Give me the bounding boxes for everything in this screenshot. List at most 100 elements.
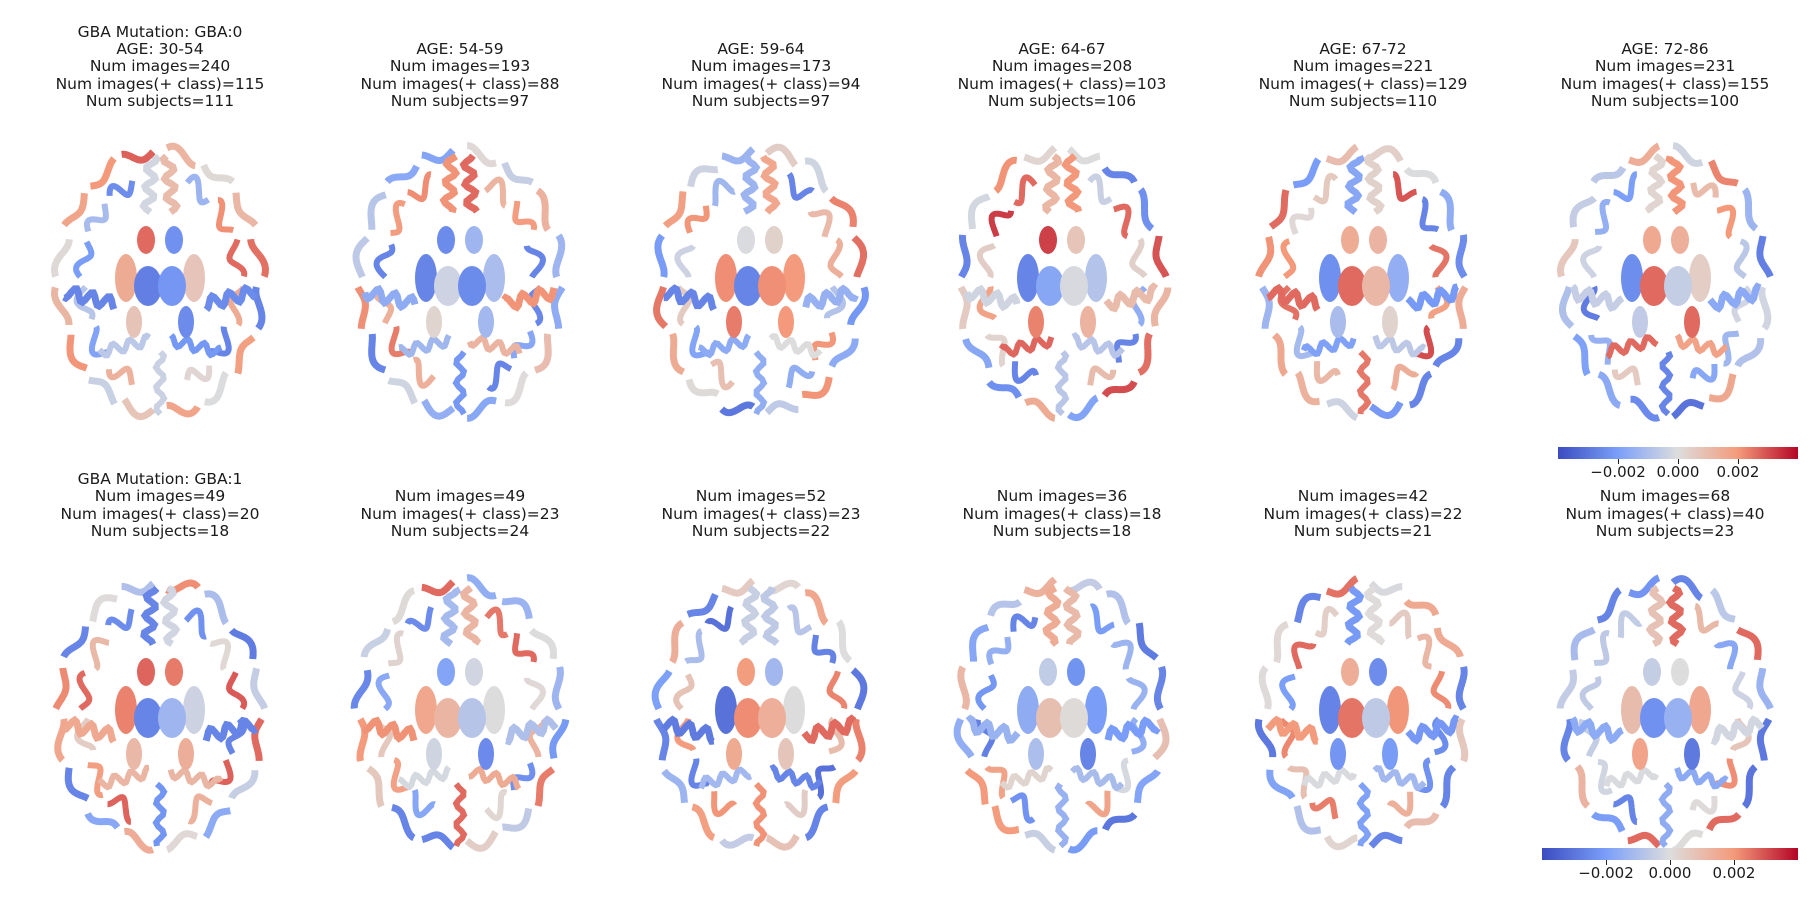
brain-region-11	[74, 716, 97, 753]
brain-region-39	[1387, 686, 1409, 734]
brain-region-42	[1658, 781, 1674, 849]
panel-r2-c3: Num images=52 Num images(+ class)=23 Num s…	[611, 0, 911, 900]
brain-region-31	[1733, 238, 1750, 280]
brain-region-0	[419, 147, 456, 164]
brain-region-30	[1109, 639, 1134, 672]
brain-region-7	[1323, 834, 1360, 851]
caption-line: Num subjects=24	[390, 521, 530, 540]
caption-line: AGE: 72-86	[1621, 40, 1709, 59]
brain-region-17	[137, 658, 155, 686]
panel-r2-c4: Num images=36 Num images(+ class)=18 Num s…	[912, 0, 1212, 900]
brain-region-39	[183, 686, 205, 734]
brain-region-22	[1707, 158, 1741, 187]
brain-region-39	[483, 686, 505, 734]
brain-region-19	[1338, 698, 1366, 738]
brain-region-25	[852, 716, 866, 763]
brain-region-20	[126, 306, 142, 338]
brain-region-24	[250, 666, 268, 712]
colorbar-top: −0.002 0.000 0.002	[1558, 447, 1798, 483]
brain-region-38	[465, 658, 483, 686]
brain-region-8	[711, 177, 738, 209]
brain-region-13	[1309, 797, 1339, 821]
brain-region-39	[1085, 686, 1107, 734]
brain-region-40	[1362, 698, 1390, 738]
brain-region-30	[1415, 633, 1434, 670]
brain-region-33	[811, 330, 836, 362]
brain-region-30	[208, 638, 231, 672]
colorbar-bottom: −0.002 0.000 0.002	[1542, 848, 1798, 884]
brain-region-8	[105, 607, 135, 631]
brain-region-38	[165, 226, 183, 254]
brain-region-15	[1603, 766, 1660, 789]
colorbar-tick	[1734, 860, 1735, 865]
brain-region-9	[1291, 641, 1317, 671]
brain-region-22	[1101, 165, 1138, 185]
brain-region-27	[799, 374, 833, 399]
brain-region-20	[1330, 738, 1346, 770]
brain-region-35	[203, 283, 258, 312]
colorbar-tick	[1606, 860, 1607, 865]
brain-region-21	[1368, 580, 1405, 596]
brain-region-9	[683, 628, 705, 665]
brain-region-18	[1621, 686, 1643, 734]
brain-region-38	[1369, 658, 1387, 686]
brain-region-17	[1341, 226, 1359, 254]
brain-region-0	[1626, 142, 1662, 166]
panel-r2-c6: Num images=68 Num images(+ class)=40 Num s…	[1515, 0, 1815, 900]
brain-region-19	[734, 698, 762, 738]
brain-region-2	[1569, 195, 1598, 230]
brain-slice-heatmap	[1255, 143, 1469, 422]
brain-region-21	[164, 142, 198, 170]
brain-region-12	[689, 324, 712, 359]
brain-region-20	[1028, 738, 1044, 770]
brain-region-23	[1433, 625, 1464, 660]
brain-region-34	[785, 364, 816, 390]
brain-region-18	[115, 254, 137, 302]
brain-region-3	[52, 665, 70, 712]
brain-region-31	[827, 237, 844, 279]
brain-region-5	[1571, 333, 1591, 378]
brain-region-1	[87, 155, 117, 190]
brain-region-39	[1689, 686, 1711, 734]
brain-region-42	[1356, 781, 1372, 847]
brain-region-3	[958, 232, 971, 280]
brain-slice-heatmap	[953, 576, 1170, 854]
caption-line: Num images(+ class)=129	[1258, 74, 1468, 93]
colorbar-tick-label: 0.000	[1648, 864, 1692, 882]
brain-region-3	[350, 667, 372, 711]
brain-region-34	[782, 788, 809, 818]
brain-region-4	[1559, 284, 1575, 330]
brain-region-20	[1028, 306, 1044, 338]
panel-caption: GBA Mutation: GBA:0 AGE: 30-54 Num images=…	[10, 23, 310, 110]
brain-region-34	[184, 364, 213, 383]
brain-region-4	[653, 284, 669, 330]
caption-line: AGE: 59-64	[717, 40, 805, 59]
brain-region-29	[786, 171, 816, 201]
brain-region-33	[815, 764, 837, 801]
brain-region-9	[386, 630, 406, 667]
brain-region-7	[1324, 398, 1360, 422]
brain-region-5	[661, 768, 688, 806]
brain-region-20	[426, 306, 442, 338]
brain-region-27	[1706, 371, 1737, 403]
brain-region-12	[390, 757, 410, 793]
brain-region-1	[384, 163, 420, 185]
brain-region-5	[962, 336, 993, 371]
brain-region-4	[953, 716, 975, 760]
brain-region-27	[803, 803, 831, 841]
brain-region-18	[1017, 686, 1039, 734]
brain-region-16	[1042, 585, 1062, 647]
colorbar-tick-label: −0.002	[1578, 864, 1634, 882]
panel-caption: AGE: 72-86 Num images=231 Num images(+ cla…	[1515, 40, 1815, 110]
brain-region-41	[778, 306, 794, 338]
brain-region-6	[1596, 371, 1623, 409]
brain-region-41	[478, 306, 494, 338]
brain-region-38	[765, 226, 783, 254]
brain-slice-heatmap	[1556, 574, 1774, 854]
brain-region-25	[1756, 716, 1773, 763]
brain-region-1	[685, 592, 719, 618]
brain-region-41	[1684, 738, 1700, 770]
brain-region-24	[551, 664, 564, 712]
brain-region-5	[66, 332, 90, 372]
brain-region-38	[1067, 658, 1085, 686]
